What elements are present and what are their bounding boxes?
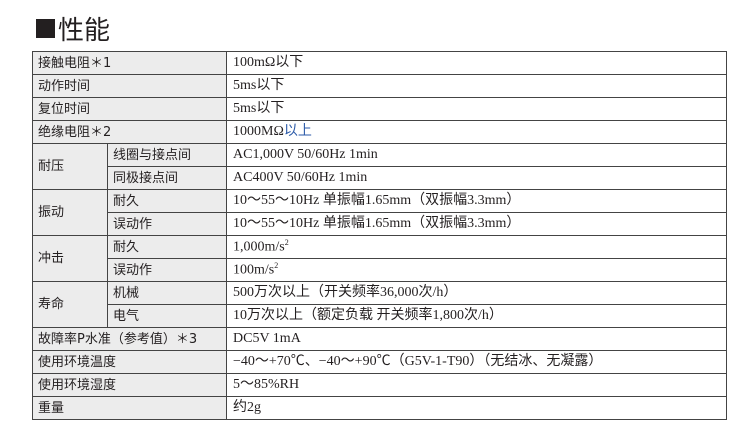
sub-label: 误动作	[107, 258, 227, 282]
row-label: 动作时间	[32, 74, 227, 98]
row-value: 5～85%RH	[226, 373, 727, 397]
table-row: 寿命 机械 500万次以上（开关频率36,000次/h）	[32, 281, 727, 328]
row-value: −40～+70℃、−40～+90℃（G5V-1-T90）（无结冰、无凝露）	[226, 350, 727, 374]
row-value: 10～55～10Hz 单振幅1.65mm（双振幅3.3mm）	[226, 189, 727, 213]
table-row: 振动 耐久 10～55～10Hz 单振幅1.65mm（双振幅3.3mm）	[32, 189, 727, 236]
value-main: 1,000m/s	[233, 239, 285, 255]
value-suffix: 以上	[283, 124, 312, 139]
group-label: 寿命	[32, 281, 108, 328]
row-value: 100m/s2	[226, 258, 727, 282]
table-row: 使用环境温度 −40～+70℃、−40～+90℃（G5V-1-T90）（无结冰、无…	[32, 350, 727, 374]
exponent: 2	[284, 238, 289, 248]
table-row: 电气 10万次以上（额定负载 开关频率1,800次/h）	[33, 304, 727, 328]
row-value: 1000MΩ以上	[226, 120, 727, 144]
exponent: 2	[274, 261, 279, 271]
row-label: 使用环境湿度	[32, 373, 227, 397]
table-row: 同极接点间 AC400V 50/60Hz 1min	[33, 166, 727, 190]
sub-label: 同极接点间	[107, 166, 227, 190]
row-value: AC400V 50/60Hz 1min	[226, 166, 727, 190]
table-row: 绝缘电阻＊2 1000MΩ以上	[32, 120, 727, 144]
group-label: 振动	[32, 189, 108, 236]
table-row: 复位时间 5ms以下	[32, 97, 727, 121]
row-label: 故障率P水准（参考值）＊3	[32, 327, 227, 351]
table-row: 冲击 耐久 1,000m/s2	[32, 235, 727, 282]
row-label: 绝缘电阻＊2	[32, 120, 227, 144]
table-row: 接触电阻＊1 100mΩ以下	[32, 51, 727, 75]
sub-label: 机械	[107, 281, 227, 305]
sub-label: 电气	[107, 304, 227, 328]
row-value: 1,000m/s2	[226, 235, 727, 259]
group-label: 冲击	[32, 235, 108, 282]
section-title: 性能	[36, 10, 110, 47]
performance-table: 接触电阻＊1 100mΩ以下 动作时间 5ms以下 复位时间 5ms以下 绝缘电阻＊2…	[32, 51, 727, 420]
table-row: 故障率P水准（参考值）＊3 DC5V 1mA	[32, 327, 727, 351]
row-value: 5ms以下	[226, 97, 727, 121]
title-text: 性能	[58, 16, 111, 46]
row-value: 500万次以上（开关频率36,000次/h）	[226, 281, 727, 305]
value-main: 1000MΩ	[233, 124, 284, 139]
row-value: 100mΩ以下	[226, 51, 727, 75]
sub-label: 误动作	[107, 212, 227, 236]
row-value: 10～55～10Hz 单振幅1.65mm（双振幅3.3mm）	[226, 212, 727, 236]
row-label: 接触电阻＊1	[32, 51, 227, 75]
row-value: 10万次以上（额定负载 开关频率1,800次/h）	[226, 304, 727, 328]
table-row: 使用环境湿度 5～85%RH	[32, 373, 727, 397]
row-label: 重量	[32, 396, 227, 420]
row-value: AC1,000V 50/60Hz 1min	[226, 143, 727, 167]
value-main: 100m/s	[233, 262, 275, 278]
sub-label: 线圈与接点间	[107, 143, 227, 167]
row-label: 复位时间	[32, 97, 227, 121]
table-row: 动作时间 5ms以下	[32, 74, 727, 98]
row-value: DC5V 1mA	[226, 327, 727, 351]
row-value: 5ms以下	[226, 74, 727, 98]
row-label: 使用环境温度	[32, 350, 227, 374]
row-value: 约2g	[226, 396, 727, 420]
table-row: 耐压 线圈与接点间 AC1,000V 50/60Hz 1min	[32, 143, 727, 190]
group-label: 耐压	[32, 143, 108, 190]
sub-label: 耐久	[107, 235, 227, 259]
table-row: 误动作 10～55～10Hz 单振幅1.65mm（双振幅3.3mm）	[33, 212, 727, 236]
table-row: 重量 约2g	[32, 396, 727, 420]
table-row: 误动作 100m/s2	[33, 258, 727, 282]
square-bullet-icon	[36, 19, 55, 38]
sub-label: 耐久	[107, 189, 227, 213]
